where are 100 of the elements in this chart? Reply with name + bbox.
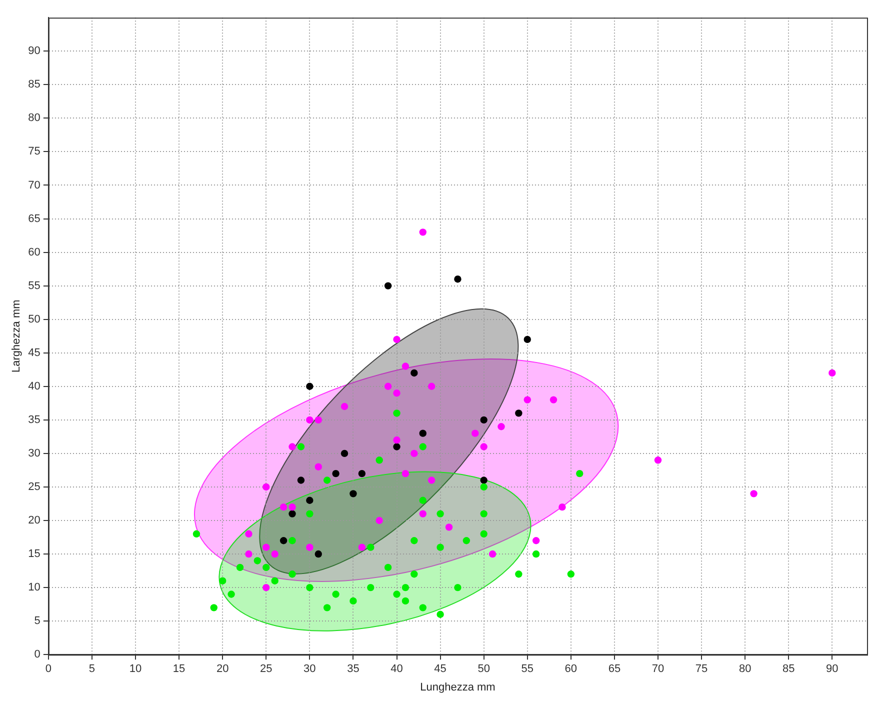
y-tick-label: 50: [28, 313, 40, 326]
point: [297, 476, 305, 484]
point: [332, 590, 340, 598]
point: [402, 597, 410, 605]
point: [428, 476, 436, 484]
point: [454, 584, 462, 592]
point: [228, 590, 235, 598]
point: [410, 450, 418, 458]
point: [419, 604, 426, 612]
point: [306, 382, 314, 390]
point: [410, 537, 418, 544]
x-tick-label: 85: [782, 663, 795, 676]
point: [254, 557, 262, 564]
y-tick-label: 75: [28, 146, 40, 158]
x-tick-label: 40: [390, 663, 403, 676]
point: [654, 456, 662, 464]
x-tick-label: 65: [608, 663, 621, 676]
point: [288, 443, 296, 450]
y-tick-label: 25: [28, 481, 40, 493]
y-tick-label: 45: [28, 346, 40, 359]
y-tick-label: 10: [28, 582, 40, 594]
point: [515, 410, 522, 417]
x-tick-label: 35: [347, 663, 360, 676]
point: [393, 410, 400, 417]
y-tick-label: 90: [28, 45, 40, 58]
point: [550, 396, 558, 404]
point: [367, 544, 374, 551]
point: [532, 550, 540, 558]
point: [384, 564, 392, 572]
x-tick-label: 25: [260, 663, 272, 676]
point: [436, 544, 444, 551]
point: [323, 476, 331, 484]
point: [314, 416, 322, 424]
point: [410, 570, 418, 578]
point: [402, 362, 410, 370]
point: [340, 450, 348, 458]
point: [314, 463, 322, 470]
point: [436, 610, 444, 618]
point: [393, 436, 400, 444]
point: [532, 537, 540, 544]
y-tick-label: 55: [28, 280, 40, 292]
point: [576, 470, 584, 478]
point: [192, 530, 200, 538]
x-tick-label: 70: [652, 663, 664, 676]
point: [480, 483, 488, 491]
point: [419, 496, 426, 504]
point: [428, 382, 436, 390]
point: [419, 510, 426, 518]
x-tick-label: 80: [738, 663, 752, 676]
point: [419, 228, 426, 236]
point: [480, 416, 488, 424]
point: [436, 510, 444, 518]
point: [480, 443, 488, 450]
point: [498, 423, 505, 430]
point: [445, 524, 453, 531]
point: [488, 550, 496, 558]
point: [376, 456, 383, 464]
point: [262, 544, 270, 551]
point: [280, 537, 288, 544]
point: [462, 537, 470, 544]
point: [393, 443, 400, 450]
point: [750, 490, 758, 498]
y-tick-label: 40: [28, 380, 40, 392]
point: [219, 577, 226, 584]
point: [245, 530, 252, 538]
x-tick-label: 5: [88, 663, 96, 676]
point: [558, 503, 566, 511]
point: [480, 510, 488, 518]
point: [332, 470, 340, 478]
x-tick-label: 90: [826, 663, 838, 676]
point: [358, 544, 366, 551]
x-tick-label: 55: [521, 663, 534, 676]
x-tick-label: 10: [129, 663, 142, 676]
point: [419, 443, 426, 450]
y-tick-label: 35: [28, 414, 40, 426]
x-tick-label: 45: [434, 663, 446, 676]
y-tick-label: 65: [28, 212, 40, 225]
point: [472, 430, 479, 437]
point: [393, 336, 400, 344]
point: [210, 604, 218, 612]
point: [350, 597, 357, 605]
x-tick-label: 60: [564, 663, 578, 676]
point: [306, 510, 314, 518]
point: [524, 396, 531, 404]
x-tick-label: 75: [695, 663, 708, 676]
point: [454, 276, 462, 283]
point: [262, 584, 270, 592]
point: [236, 564, 244, 572]
point: [393, 590, 400, 598]
point: [262, 483, 270, 491]
point: [306, 416, 314, 424]
point: [567, 570, 575, 578]
y-tick-label: 85: [28, 78, 40, 91]
x-axis-title: Lunghezza mm: [420, 681, 496, 694]
point: [288, 570, 296, 578]
point: [480, 530, 488, 538]
point: [340, 402, 348, 410]
point: [306, 584, 314, 592]
point: [245, 550, 252, 558]
point: [384, 382, 392, 390]
